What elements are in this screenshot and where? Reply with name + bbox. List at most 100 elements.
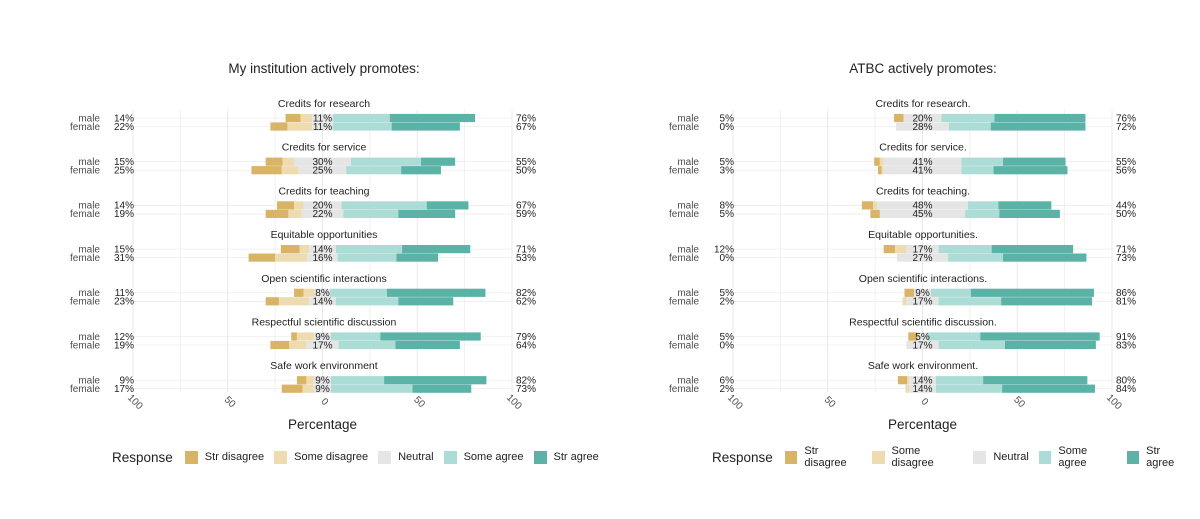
bar-segment-str-agree [1004, 340, 1096, 350]
facet-label: Safe work environment [270, 360, 377, 372]
chart-title: My institution actively promotes: [228, 61, 419, 76]
pct-label-neutral: 8% [315, 288, 330, 299]
pct-label-disagree: 17% [114, 384, 134, 395]
bar-segment-some-agree [927, 332, 981, 341]
legend-label: Str agree [553, 451, 599, 463]
x-tick-label: 50 [222, 394, 238, 410]
facet-label: Credits for service. [879, 142, 967, 154]
pct-label-disagree: 5% [720, 113, 735, 124]
bar-segment-str-disagree [270, 340, 290, 350]
group-label: male [78, 113, 100, 124]
bar-segment-some-agree [337, 253, 397, 262]
pct-label-neutral: 11% [313, 113, 332, 124]
legend-swatch [973, 450, 987, 464]
bar-segment-some-agree [341, 201, 427, 210]
legend-item: Some disagree [274, 450, 368, 464]
group-label: male [677, 113, 699, 124]
bar-segment-some-disagree [294, 201, 304, 210]
bar-segment-some-agree [948, 253, 1004, 262]
group-label: male [78, 288, 100, 299]
legend-label: Str agree [1146, 445, 1175, 469]
pct-label-neutral: 9% [315, 376, 330, 387]
pct-label-disagree: 25% [114, 166, 134, 177]
chart-canvas: My institution actively promotes: Credits… [70, 61, 1136, 432]
pct-label-disagree: 22% [114, 122, 134, 133]
bar-segment-neutral [312, 113, 333, 123]
legend-item: Str disagree [784, 445, 862, 469]
pct-label-disagree: 0% [720, 253, 735, 264]
group-label: female [669, 297, 699, 308]
group-label: female [669, 166, 699, 177]
legend-swatch [1126, 450, 1140, 464]
group-label: female [669, 209, 699, 220]
bar-segment-str-agree [983, 376, 1088, 385]
legend-item: Some disagree [871, 445, 963, 469]
bar-segment-str-agree [1001, 297, 1093, 306]
group-label: male [78, 244, 100, 255]
bar-segment-str-agree [384, 376, 487, 385]
bar-segment-some-agree [938, 245, 992, 254]
pct-label-agree: 53% [516, 253, 536, 264]
bar-segment-some-disagree [895, 245, 907, 254]
bar-segment-neutral [314, 288, 331, 297]
bar-segment-str-agree [412, 384, 472, 393]
pct-label-neutral: 45% [912, 209, 932, 220]
bar-segment-some-agree [335, 297, 399, 306]
bar-segment-str-disagree [281, 384, 303, 393]
pct-label-disagree: 2% [720, 384, 735, 395]
legend-left: Response Str disagree Some disagree Neutra… [112, 446, 609, 468]
bar-segment-neutral [309, 245, 336, 254]
legend-title: Response [112, 449, 173, 465]
bar-segment-some-disagree [303, 288, 315, 297]
bar-segment-neutral [883, 166, 962, 175]
group-label: female [70, 209, 100, 220]
group-label: male [78, 201, 100, 212]
bar-segment-some-disagree [873, 201, 878, 210]
bar-segment-some-agree [331, 376, 385, 385]
bar-segment-neutral [883, 157, 962, 166]
bar-segment-neutral [313, 332, 332, 341]
pct-label-disagree: 5% [720, 332, 735, 343]
legend-swatch [378, 450, 392, 464]
bar-segment-str-disagree [265, 209, 289, 218]
bar-segment-some-disagree [306, 376, 314, 385]
x-tick-label: 50 [411, 394, 427, 410]
pct-label-disagree: 5% [720, 209, 735, 220]
group-label: female [669, 340, 699, 351]
bar-segment-neutral [896, 253, 949, 262]
facet-label: Credits for teaching. [876, 185, 970, 197]
pct-label-neutral: 9% [915, 288, 930, 299]
pct-label-disagree: 5% [720, 288, 735, 299]
pct-label-agree: 50% [516, 166, 536, 177]
legend-label: Str disagree [204, 451, 265, 463]
legend-right: Response Str disagree Some disagree Neutra… [712, 445, 1200, 469]
pct-label-neutral: 25% [312, 166, 332, 177]
bar-segment-neutral [909, 376, 936, 385]
pct-label-disagree: 12% [114, 332, 134, 343]
bar-segment-str-disagree [270, 122, 288, 131]
legend-label: Some agree [1058, 445, 1088, 469]
bar-segment-str-disagree [265, 157, 283, 166]
x-tick-label: 100 [725, 392, 745, 412]
bar-segment-str-agree [402, 245, 471, 254]
group-label: male [78, 332, 100, 343]
bar-segment-neutral [906, 297, 939, 306]
pct-label-agree: 62% [516, 297, 536, 308]
pct-label-disagree: 12% [714, 244, 734, 255]
pct-label-disagree: 2% [720, 297, 735, 308]
pct-label-disagree: 14% [114, 113, 134, 124]
bar-segment-some-disagree [300, 113, 313, 123]
bar-segment-neutral [913, 288, 932, 297]
bar-segment-str-agree [386, 288, 486, 297]
facet-label: Open scientific interactions [261, 273, 386, 285]
pct-label-agree: 44% [1116, 201, 1136, 212]
pct-label-agree: 73% [1116, 253, 1136, 264]
chart-title: ATBC actively promotes: [849, 61, 997, 76]
bar-segment-neutral [313, 384, 332, 393]
pct-label-agree: 56% [1116, 166, 1136, 177]
bar-segment-some-disagree [278, 297, 310, 306]
legend-swatch [871, 450, 885, 464]
bar-segment-str-agree [398, 297, 454, 306]
bar-segment-some-disagree [881, 166, 884, 175]
